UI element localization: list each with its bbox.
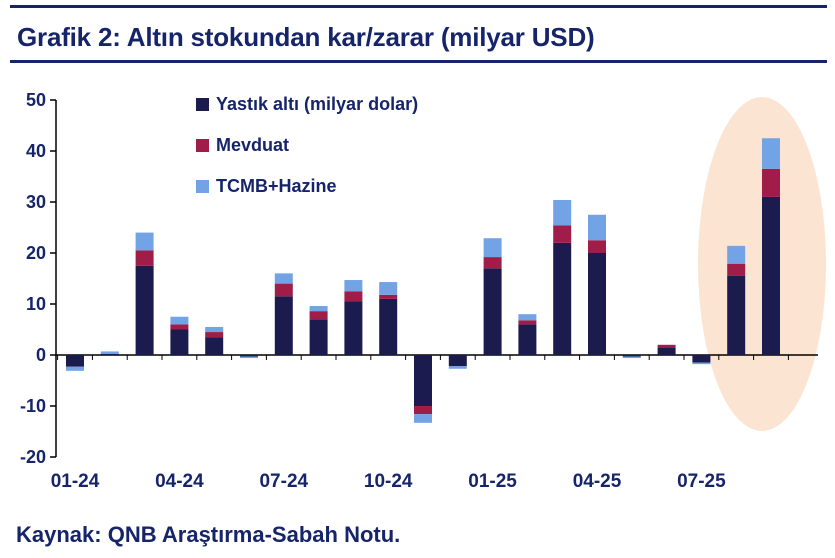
bar-segment-03-25 bbox=[553, 199, 572, 226]
bar-segment-03-24 bbox=[135, 232, 154, 251]
bar-segment-08-25 bbox=[727, 245, 746, 264]
bar-segment-07-24 bbox=[274, 273, 293, 284]
legend-item-tcmb-hazine: TCMB+Hazine bbox=[196, 176, 418, 197]
bar-segment-03-24 bbox=[135, 265, 154, 355]
bar-segment-01-24 bbox=[66, 366, 84, 371]
legend-label-mevduat: Mevduat bbox=[216, 135, 290, 155]
bar-segment-12-24 bbox=[448, 355, 467, 367]
title-rule-bottom bbox=[10, 60, 827, 63]
y-tick-label: 20 bbox=[26, 243, 46, 263]
legend-swatch-tcmb-hazine bbox=[196, 180, 209, 193]
bar-segment-01-25 bbox=[483, 268, 502, 355]
bar-segment-10-24 bbox=[379, 282, 398, 295]
y-tick-label: 0 bbox=[36, 345, 46, 365]
bar-segment-05-25 bbox=[622, 356, 641, 359]
y-tick-label: 10 bbox=[26, 294, 46, 314]
legend-swatch-yastik-alti bbox=[196, 98, 209, 111]
x-tick-label: 01-25 bbox=[468, 471, 517, 492]
bar-segment-07-24 bbox=[274, 296, 293, 355]
y-tick-label: 50 bbox=[26, 90, 46, 110]
bar-segment-02-25 bbox=[518, 324, 537, 355]
x-tick-label: 01-24 bbox=[51, 471, 100, 492]
bar-segment-08-24 bbox=[309, 311, 328, 320]
bar-segment-09-24 bbox=[344, 291, 363, 302]
x-tick-label: 04-25 bbox=[573, 471, 622, 492]
bar-segment-04-24 bbox=[170, 329, 189, 355]
bar-segment-02-24 bbox=[100, 353, 119, 355]
x-tick-label: 10-24 bbox=[364, 471, 413, 492]
bar-segment-11-24 bbox=[414, 406, 432, 415]
bar-segment-05-24 bbox=[205, 337, 224, 355]
x-tick-label: 04-24 bbox=[155, 471, 204, 492]
bar-segment-09-25 bbox=[762, 168, 780, 197]
bar-segment-08-25 bbox=[727, 263, 746, 276]
bar-segment-03-24 bbox=[135, 250, 154, 266]
bar-segment-04-24 bbox=[170, 316, 189, 325]
source-note: Kaynak: QNB Araştırma-Sabah Notu. bbox=[16, 522, 401, 547]
title-rule-top bbox=[10, 5, 827, 8]
bar-segment-04-25 bbox=[588, 214, 606, 241]
bar-segment-01-25 bbox=[483, 238, 502, 258]
bar-segment-01-24 bbox=[66, 355, 84, 367]
bar-segment-07-25 bbox=[692, 362, 711, 365]
bar-segment-06-25 bbox=[657, 344, 676, 348]
bar-segment-01-25 bbox=[483, 257, 502, 269]
x-tick-label: 07-25 bbox=[677, 471, 726, 492]
chart-title: Grafik 2: Altın stokundan kar/zarar (mil… bbox=[17, 22, 595, 52]
bar-segment-06-24 bbox=[240, 355, 258, 357]
legend-item-yastik-alti: Yastık altı (milyar dolar) bbox=[196, 94, 418, 115]
bar-segment-04-24 bbox=[170, 324, 189, 330]
legend-swatch-mevduat bbox=[196, 139, 209, 152]
bar-segment-06-25 bbox=[657, 347, 676, 355]
legend: Yastık altı (milyar dolar) Mevduat TCMB+… bbox=[196, 94, 418, 197]
bar-segment-05-24 bbox=[205, 326, 224, 333]
bar-segment-09-24 bbox=[344, 301, 363, 355]
bar-segment-03-25 bbox=[553, 225, 572, 243]
bar-segment-04-25 bbox=[588, 253, 606, 355]
bar-segment-08-24 bbox=[309, 319, 328, 355]
bar-segment-08-25 bbox=[727, 275, 746, 355]
bar-segment-09-25 bbox=[762, 196, 780, 355]
bar-segment-11-24 bbox=[414, 355, 432, 406]
bar-segment-05-24 bbox=[205, 332, 224, 338]
y-tick-label: 40 bbox=[26, 141, 46, 161]
bar-segment-02-24 bbox=[100, 351, 119, 354]
bar-segment-02-25 bbox=[518, 320, 537, 325]
y-tick-label: -10 bbox=[20, 396, 46, 416]
bar-segment-07-25 bbox=[692, 355, 711, 363]
y-tick-label: -20 bbox=[20, 447, 46, 467]
bar-segment-10-24 bbox=[379, 298, 398, 355]
bar-segment-04-25 bbox=[588, 240, 606, 253]
legend-item-mevduat: Mevduat bbox=[196, 135, 418, 156]
bar-segment-09-24 bbox=[344, 280, 363, 292]
bar-segment-12-24 bbox=[448, 366, 467, 369]
x-tick-label: 07-24 bbox=[259, 471, 308, 492]
bar-segment-11-24 bbox=[414, 414, 432, 423]
bar-segment-07-24 bbox=[274, 283, 293, 297]
bar-segment-10-24 bbox=[379, 294, 398, 299]
legend-label-tcmb-hazine: TCMB+Hazine bbox=[216, 176, 337, 196]
bar-segment-03-25 bbox=[553, 242, 572, 355]
bar-segment-06-24 bbox=[240, 356, 258, 359]
bar-segment-08-24 bbox=[309, 306, 328, 312]
bar-segment-05-25 bbox=[622, 355, 641, 357]
y-tick-label: 30 bbox=[26, 192, 46, 212]
bar-segment-09-25 bbox=[762, 138, 780, 169]
legend-label-yastik-alti: Yastık altı (milyar dolar) bbox=[216, 94, 419, 114]
bar-segment-02-25 bbox=[518, 314, 537, 321]
